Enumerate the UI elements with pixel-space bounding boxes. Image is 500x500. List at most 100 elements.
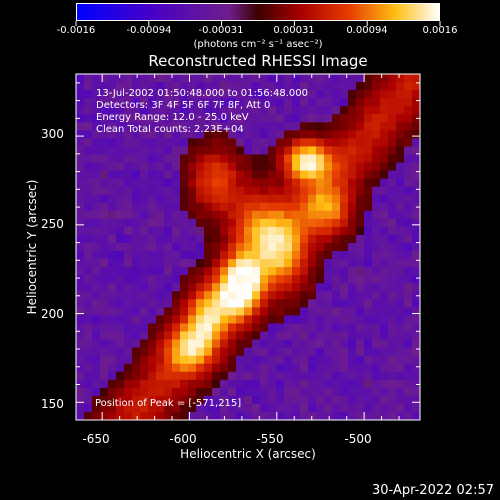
heatmap-cell [164,170,173,180]
heatmap-cell [332,210,341,220]
heatmap-cell [148,307,157,316]
heatmap-cell [316,162,325,172]
heatmap-cell [84,363,93,373]
heatmap-cell [300,146,309,156]
heatmap-cell [140,74,149,83]
y-tick-label: 150 [41,397,64,411]
heatmap-cell [124,218,133,228]
heatmap-cell [196,363,205,373]
heatmap-cell [412,323,420,333]
heatmap-cell [356,331,365,341]
heatmap-cell [372,114,381,123]
heatmap-cell [300,267,309,276]
heatmap-cell [188,291,197,300]
heatmap-cell [220,146,229,156]
heatmap-cell [308,299,317,308]
heatmap-cell [340,403,349,413]
heatmap-cell [108,90,117,99]
heatmap-cell [156,170,165,180]
heatmap-cell [236,395,245,405]
heatmap-cell [196,210,205,220]
heatmap-cell [116,210,125,220]
heatmap-cell [292,114,301,123]
heatmap-cell [316,154,325,164]
heatmap-cell [204,323,213,333]
heatmap-cell [284,259,293,268]
heatmap-cell [196,259,205,268]
heatmap-cell [236,74,245,83]
heatmap-cell [180,154,189,164]
heatmap-cell [332,106,341,115]
heatmap-cell [300,106,309,115]
heatmap-cell [348,162,357,172]
heatmap-cell [260,82,269,91]
heatmap-cell [276,363,285,373]
heatmap-cell [212,154,221,164]
heatmap-cell [196,251,205,260]
heatmap-cell [268,210,277,220]
heatmap-cell [332,130,341,139]
heatmap-cell [412,234,420,244]
heatmap-cell [252,154,261,164]
heatmap-cell [348,242,357,252]
heatmap-cell [156,210,165,220]
heatmap-cell [236,242,245,252]
heatmap-cell [140,170,149,180]
heatmap-cell [164,106,173,115]
heatmap-cell [244,234,253,244]
heatmap-cell [212,90,221,99]
heatmap-cell [196,90,205,99]
heatmap-cell [308,82,317,91]
heatmap-cell [84,307,93,316]
heatmap-cell [340,283,349,292]
heatmap-cell [404,259,413,268]
heatmap-cell [124,138,133,148]
heatmap-cell [300,130,309,139]
heatmap-cell [284,202,293,212]
heatmap-cell [332,259,341,268]
heatmap-cell [332,194,341,204]
heatmap-cell [300,307,309,316]
heatmap-cell [172,122,181,131]
heatmap-cell [292,299,301,308]
heatmap-cell [324,379,333,389]
heatmap-cell [188,226,197,236]
heatmap-cell [308,74,317,83]
heatmap-cell [380,74,389,83]
heatmap-cell [228,194,237,204]
heatmap-cell [92,146,101,156]
heatmap-cell [100,339,109,349]
heatmap-cell [356,275,365,284]
heatmap-cell [404,347,413,357]
heatmap-cell [76,226,85,236]
heatmap-cell [76,387,85,397]
heatmap-cell [76,371,85,381]
heatmap-cell [76,146,85,156]
heatmap-cell [372,130,381,139]
heatmap-cell [244,371,253,381]
heatmap-cell [212,347,221,357]
heatmap-cell [332,355,341,365]
heatmap-cell [372,106,381,115]
heatmap-cell [156,315,165,325]
heatmap-cell [156,74,165,83]
heatmap-cell [172,347,181,357]
heatmap-cell [220,315,229,325]
heatmap-cell [180,331,189,341]
heatmap-cell [212,259,221,268]
heatmap-cell [364,242,373,252]
heatmap-cell [164,379,173,389]
heatmap-cell [284,363,293,373]
heatmap-cell [252,403,261,413]
heatmap-cell [212,202,221,212]
heatmap-cell [188,379,197,389]
heatmap-cell [92,130,101,139]
heatmap-cell [84,138,93,148]
heatmap-cell [172,371,181,381]
heatmap-cell [260,379,269,389]
heatmap-cell [356,154,365,164]
heatmap-cell [164,210,173,220]
heatmap-cell [148,162,157,172]
heatmap-cell [100,178,109,188]
heatmap-cell [340,74,349,83]
